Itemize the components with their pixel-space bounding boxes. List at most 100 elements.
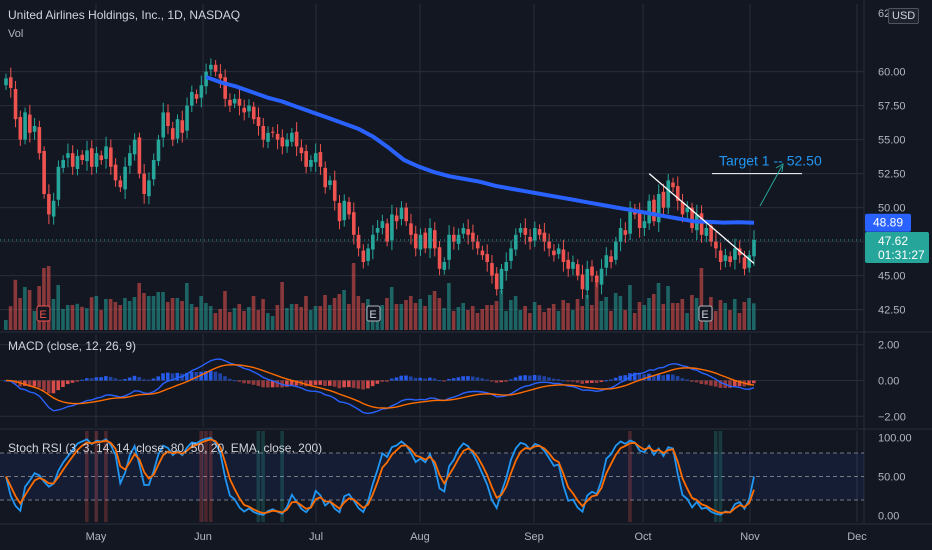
volume-bar bbox=[294, 304, 299, 330]
macd-histogram-bar bbox=[170, 373, 175, 381]
candle-body bbox=[42, 151, 46, 194]
volume-bar bbox=[594, 282, 599, 330]
candle bbox=[309, 155, 313, 172]
time-tick-label: Aug bbox=[410, 531, 430, 543]
volume-bar bbox=[580, 306, 585, 330]
candle-body bbox=[666, 180, 671, 208]
volume-bar bbox=[666, 286, 670, 330]
candle-body bbox=[266, 132, 270, 142]
earnings-marker-label: E bbox=[39, 309, 46, 321]
volume-bar bbox=[628, 285, 632, 330]
candle-body bbox=[456, 234, 461, 244]
volume-bar bbox=[266, 313, 270, 330]
macd-histogram-bar bbox=[642, 374, 647, 381]
macd-histogram-bar bbox=[132, 375, 137, 381]
countdown-label: 01:31:27 bbox=[878, 248, 925, 262]
candle bbox=[385, 218, 389, 247]
macd-histogram-bar bbox=[585, 380, 589, 384]
candle bbox=[518, 223, 523, 238]
candle bbox=[242, 99, 247, 121]
macd-histogram-bar bbox=[242, 380, 246, 384]
candle bbox=[232, 94, 237, 109]
volume-bar bbox=[142, 293, 146, 330]
volume-bar bbox=[180, 301, 184, 330]
candle-body bbox=[80, 154, 85, 160]
candle-body bbox=[251, 106, 256, 120]
macd-histogram-bar bbox=[337, 380, 342, 389]
candle bbox=[18, 110, 23, 146]
macd-histogram-bar bbox=[408, 376, 413, 381]
candle-body bbox=[675, 186, 680, 201]
candle-body bbox=[161, 112, 166, 138]
volume-bar bbox=[42, 268, 46, 330]
volume-bar bbox=[623, 310, 627, 330]
candle-body bbox=[109, 147, 113, 167]
candle bbox=[747, 250, 752, 273]
macd-histogram-bar bbox=[227, 378, 232, 381]
candle bbox=[580, 264, 585, 299]
candle bbox=[156, 134, 161, 166]
stoch-extreme-highlight bbox=[256, 431, 261, 522]
candle-body bbox=[556, 248, 561, 255]
volume-bar bbox=[289, 304, 294, 330]
candle bbox=[113, 158, 118, 187]
candle bbox=[447, 225, 451, 270]
candle-body bbox=[523, 228, 528, 235]
macd-histogram-bar bbox=[666, 374, 670, 381]
volume-bar bbox=[56, 285, 61, 330]
ema-price-tag bbox=[865, 213, 911, 232]
candle-body bbox=[75, 155, 80, 169]
candle-body bbox=[547, 241, 551, 249]
macd-histogram-bar bbox=[32, 380, 37, 387]
macd-histogram-bar bbox=[456, 377, 461, 381]
candle bbox=[628, 201, 632, 241]
candle bbox=[594, 270, 599, 288]
candle-body bbox=[351, 212, 356, 235]
candle bbox=[609, 249, 613, 269]
candle-body bbox=[471, 232, 475, 242]
candle-body bbox=[399, 207, 404, 220]
candle bbox=[452, 226, 456, 250]
macd-tick-label: −2.00 bbox=[878, 411, 906, 423]
candle bbox=[685, 201, 690, 219]
candle-body bbox=[185, 105, 189, 131]
candle bbox=[170, 121, 175, 146]
candle bbox=[8, 67, 13, 98]
candle bbox=[704, 221, 709, 243]
candle-body bbox=[475, 241, 480, 249]
volume-bar bbox=[752, 303, 756, 330]
volume-bar bbox=[65, 305, 70, 330]
candle-body bbox=[442, 262, 447, 270]
candle bbox=[56, 160, 61, 207]
macd-histogram-bar bbox=[151, 378, 156, 381]
volume-bar bbox=[399, 304, 404, 330]
candle-body bbox=[485, 254, 489, 262]
volume-bar bbox=[332, 298, 337, 330]
candle bbox=[599, 259, 604, 295]
earnings-marker-box bbox=[366, 305, 381, 322]
currency-badge[interactable]: USD bbox=[888, 8, 920, 24]
candle bbox=[513, 228, 518, 256]
candle-body bbox=[4, 78, 8, 86]
macd-histogram-bar bbox=[399, 375, 404, 381]
candle-body bbox=[104, 146, 108, 159]
volume-bar bbox=[70, 305, 75, 330]
volume-bar bbox=[46, 266, 51, 330]
macd-histogram-bar bbox=[380, 380, 384, 382]
volume-bar bbox=[637, 302, 642, 330]
macd-histogram-bar bbox=[318, 380, 323, 385]
volume-bar bbox=[342, 290, 346, 330]
candle bbox=[123, 157, 127, 200]
candle bbox=[132, 133, 137, 161]
macd-histogram-bar bbox=[728, 380, 732, 389]
volume-bar bbox=[308, 310, 313, 330]
candle-body bbox=[242, 107, 247, 113]
volume-bar bbox=[337, 294, 342, 330]
candle-body bbox=[56, 166, 61, 200]
volume-bar bbox=[389, 287, 394, 330]
candle bbox=[423, 227, 428, 254]
candle bbox=[166, 104, 170, 135]
macd-histogram-bar bbox=[4, 380, 8, 382]
candle-body bbox=[37, 127, 42, 154]
